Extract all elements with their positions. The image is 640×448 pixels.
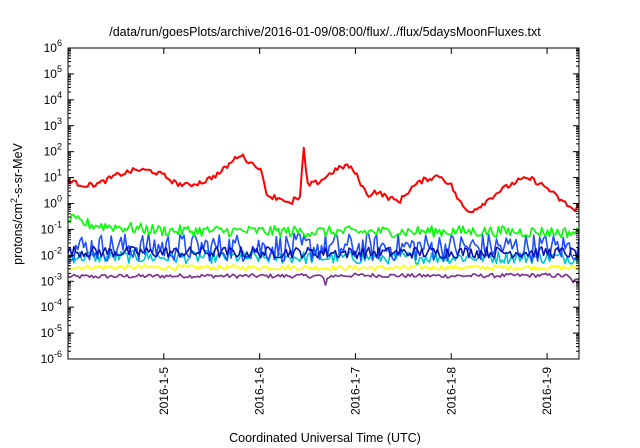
x-tick-label: 2016-1-8	[444, 367, 458, 415]
y-tick-label: 100	[44, 194, 62, 211]
y-axis-label-sup: 2	[9, 198, 19, 203]
axis-layer: 10-6 10-5 10-4 10-3 10-2 10-1 100 101 102 103 104 1…	[41, 38, 579, 415]
series-line-4	[67, 245, 580, 260]
y-tick-label: 10-3	[41, 271, 62, 288]
y-tick-label: 10-5	[41, 323, 62, 340]
y-tick-label: 101	[44, 168, 62, 185]
y-axis-label-rest: -s-sr-MeV	[11, 142, 25, 198]
series-line-5	[67, 213, 580, 239]
series-line-6	[67, 146, 580, 213]
x-tick-label: 2016-1-5	[157, 367, 171, 415]
y-tick-label: 10-6	[41, 349, 62, 366]
x-tick-label: 2016-1-6	[253, 367, 267, 415]
y-tick-label: 104	[44, 90, 62, 107]
y-tick-label: 103	[44, 116, 62, 133]
y-tick-label: 106	[44, 38, 62, 55]
y-tick-label: 10-4	[41, 297, 62, 314]
series-layer	[67, 146, 580, 286]
y-tick-label: 105	[44, 64, 62, 81]
x-axis-label: Coordinated Universal Time (UTC)	[229, 431, 421, 445]
series-line-0	[67, 272, 580, 286]
y-axis-label: protons/cm2-s-sr-MeV	[9, 142, 25, 264]
plot-frame	[67, 47, 580, 360]
series-line-1	[67, 264, 580, 271]
x-tick-label: 2016-1-7	[348, 367, 362, 415]
chart-title: /data/run/goesPlots/archive/2016-01-09/0…	[109, 25, 541, 39]
series-line-2	[67, 249, 580, 265]
y-tick-label: 10-1	[41, 219, 62, 236]
x-tick-label: 2016-1-9	[540, 367, 554, 415]
y-tick-label: 10-2	[41, 245, 62, 262]
y-axis-label-base: protons/cm	[11, 203, 25, 265]
y-tick-label: 102	[44, 142, 62, 159]
